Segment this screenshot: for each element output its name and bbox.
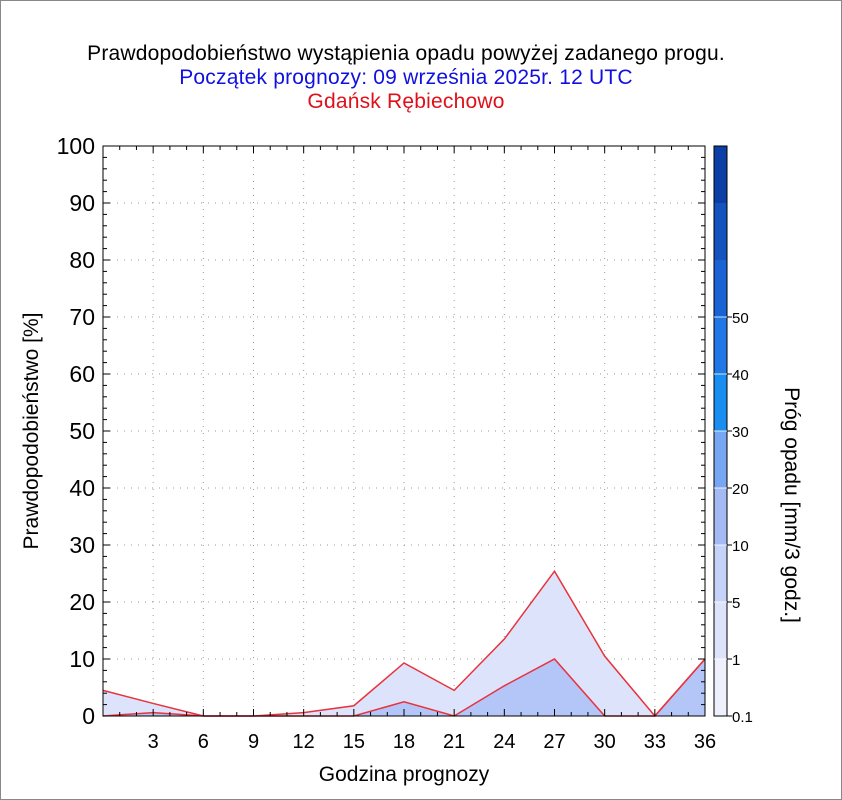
series-area-2	[103, 659, 705, 716]
colorbar-segment	[714, 545, 727, 602]
colorbar-label: Próg opadu [mm/3 godz.]	[780, 387, 803, 623]
x-tick-label: 24	[493, 731, 515, 753]
colorbar-segment	[714, 431, 727, 488]
y-tick-label: 40	[69, 475, 95, 501]
location-label: Gdańsk Rębiechowo	[307, 90, 505, 113]
colorbar-segment	[714, 260, 727, 317]
x-tick-label: 15	[343, 731, 365, 753]
colorbar-tick-label: 1	[732, 652, 740, 669]
chart-subtitle: Początek prognozy: 09 września 2025r. 12…	[179, 66, 633, 89]
x-axis-label: Godzina prognozy	[319, 763, 490, 786]
series-areas	[103, 571, 705, 716]
y-tick-label: 100	[57, 133, 95, 159]
x-tick-labels: 3 6 9 12 15 18 21 24 27 30 33 36	[148, 731, 717, 753]
x-tick-label: 3	[148, 731, 159, 753]
x-tick-label: 27	[543, 731, 565, 753]
colorbar: 0.1 1 5 10 20 30 40 50	[713, 145, 753, 726]
x-tick-label: 12	[293, 731, 315, 753]
x-tick-label: 36	[694, 731, 716, 753]
x-tick-label: 30	[594, 731, 616, 753]
y-tick-label: 60	[69, 361, 95, 387]
x-tick-label: 6	[198, 731, 209, 753]
y-tick-label: 50	[69, 418, 95, 444]
colorbar-segment	[714, 488, 727, 545]
colorbar-segment	[714, 659, 727, 716]
colorbar-tick-label: 0.1	[732, 709, 753, 726]
colorbar-tick-label: 30	[732, 424, 749, 441]
y-tick-label: 0	[82, 703, 95, 729]
colorbar-tick-label: 10	[732, 538, 749, 555]
x-tick-label: 18	[393, 731, 415, 753]
grid	[103, 146, 705, 716]
colorbar-segment	[714, 374, 727, 431]
x-tick-label: 33	[644, 731, 666, 753]
axis-ticks	[103, 145, 706, 717]
y-tick-label: 20	[69, 589, 95, 615]
x-tick-label: 9	[248, 731, 259, 753]
y-tick-label: 90	[69, 190, 95, 216]
colorbar-tick-label: 40	[732, 367, 749, 384]
colorbar-segment	[714, 146, 727, 203]
chart-title: Prawdopodobieństwo wystąpienia opadu pow…	[87, 42, 725, 65]
y-tick-label: 80	[69, 247, 95, 273]
colorbar-segment	[714, 317, 727, 374]
colorbar-segment	[714, 203, 727, 260]
colorbar-tick-label: 20	[732, 481, 749, 498]
colorbar-tick-label: 5	[732, 595, 740, 612]
y-tick-label: 30	[69, 532, 95, 558]
y-tick-label: 10	[69, 646, 95, 672]
y-tick-label: 70	[69, 304, 95, 330]
colorbar-segment	[714, 602, 727, 659]
y-tick-labels: 0 10 20 30 40 50 60 70 80 90 100	[57, 133, 95, 729]
x-tick-label: 21	[443, 731, 465, 753]
colorbar-tick-label: 50	[732, 310, 749, 327]
y-axis-label: Prawdopodobieństwo [%]	[20, 313, 43, 550]
